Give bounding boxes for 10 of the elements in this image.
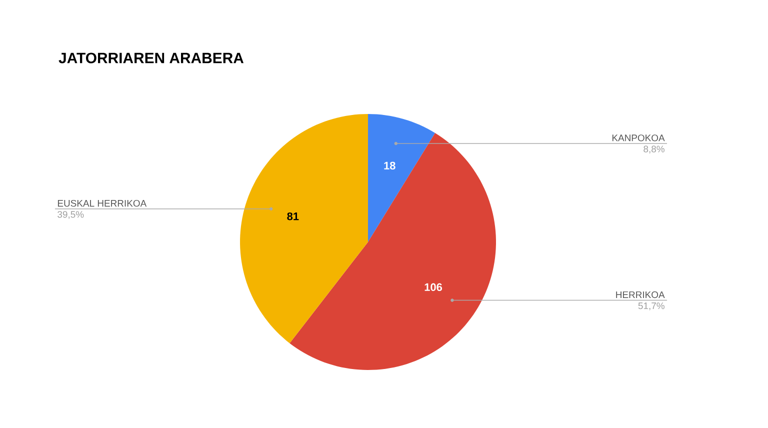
data-label: 81 [287, 212, 299, 220]
chart-title: JATORRIAREN ARABERA [58, 52, 244, 64]
slice-label: HERRIKOA [616, 291, 665, 298]
data-label: 18 [384, 162, 396, 170]
text: 51,7% [638, 302, 664, 310]
text: 39,5% [58, 211, 84, 219]
slice-label: EUSKAL HERRIKOA [58, 200, 147, 207]
slice-label: KANPOKOA [612, 134, 665, 142]
text: 8,8% [644, 146, 664, 154]
data-label: 106 [424, 283, 442, 292]
